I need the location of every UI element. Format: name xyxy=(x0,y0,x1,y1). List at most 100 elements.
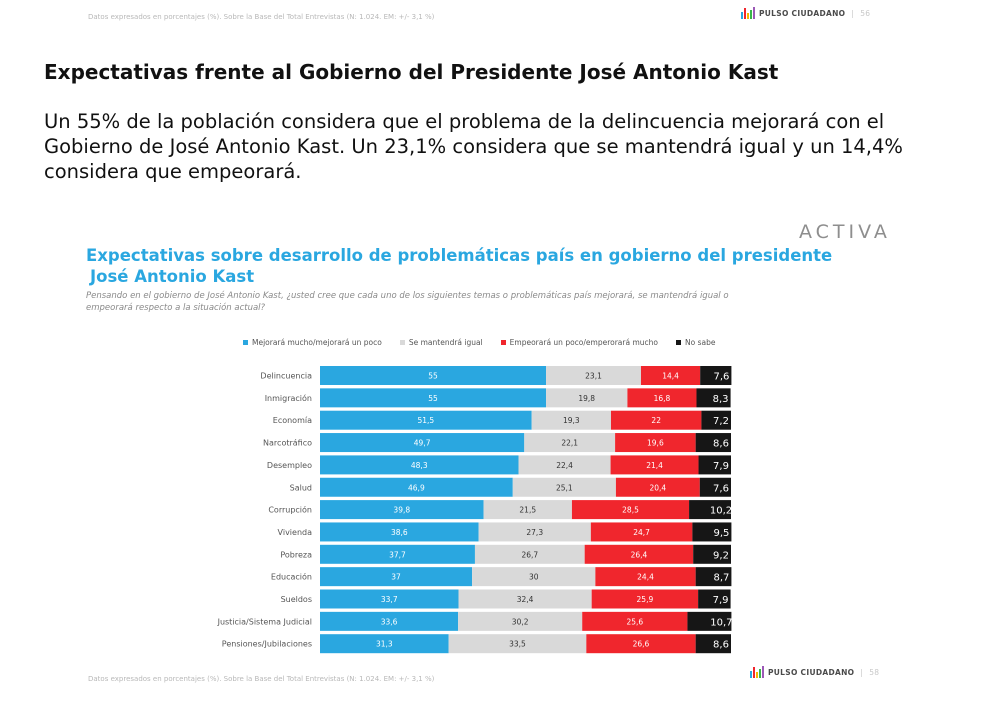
category-label: Economía xyxy=(273,416,312,425)
data-label-no-sabe: 8,6 xyxy=(713,640,729,651)
bar-segment-mejorara xyxy=(320,388,547,408)
category-label: Educación xyxy=(271,572,312,582)
bar-segment-no-sabe xyxy=(698,455,731,475)
data-label-mejorara: 37,7 xyxy=(389,550,406,559)
data-label-mejorara: 49,7 xyxy=(414,439,431,448)
data-label-igual: 27,3 xyxy=(526,528,543,537)
header-brand: PULSO CIUDADANO | 56 xyxy=(741,7,870,19)
data-label-empeorara: 21,4 xyxy=(646,461,663,470)
chart-title-bold-line2: José Antonio Kast xyxy=(90,267,255,286)
data-label-mejorara: 39,8 xyxy=(393,506,410,515)
bar-segment-igual xyxy=(531,410,611,430)
bar-segment-mejorara xyxy=(320,477,513,497)
chart-title: Expectativas sobre desarrollo de problem… xyxy=(86,245,832,287)
legend-swatch xyxy=(675,340,681,345)
category-label: Narcotráfico xyxy=(263,439,312,448)
category-label: Corrupción xyxy=(268,505,312,515)
data-label-mejorara: 46,9 xyxy=(408,483,425,492)
data-label-mejorara: 55 xyxy=(428,372,438,381)
bar-segment-empeorara xyxy=(591,589,699,609)
data-label-empeorara: 26,4 xyxy=(631,550,648,559)
lead-paragraph: Un 55% de la población considera que el … xyxy=(44,110,903,183)
bar-segment-mejorara xyxy=(320,410,532,430)
bar-segment-empeorara xyxy=(615,477,700,497)
bar-segment-no-sabe xyxy=(689,500,731,520)
data-label-igual: 19,8 xyxy=(578,394,595,403)
data-label-no-sabe: 8,7 xyxy=(713,573,729,584)
pulso-logo-icon xyxy=(741,7,755,19)
data-label-mejorara: 55 xyxy=(428,394,438,403)
bar-segment-no-sabe xyxy=(693,544,731,564)
data-label-no-sabe: 7,2 xyxy=(713,416,729,427)
data-label-empeorara: 28,5 xyxy=(622,506,639,515)
data-label-igual: 32,4 xyxy=(517,595,534,604)
category-label: Desempleo xyxy=(267,461,312,470)
footer-note: Datos expresados en porcentajes (%). Sob… xyxy=(88,675,435,683)
legend-label: No sabe xyxy=(684,338,716,347)
bar-segment-mejorara xyxy=(320,544,475,564)
data-label-no-sabe: 7,6 xyxy=(713,483,729,494)
footer-page-number: 58 xyxy=(869,667,880,677)
footer-separator: | xyxy=(860,667,864,677)
bar-segment-igual xyxy=(474,544,585,564)
bar-segment-mejorara xyxy=(320,366,547,385)
legend-swatch xyxy=(243,340,248,345)
data-label-igual: 25,1 xyxy=(556,483,573,492)
data-label-no-sabe: 7,9 xyxy=(713,461,729,472)
data-label-no-sabe: 9,2 xyxy=(713,550,729,561)
bar-segment-empeorara xyxy=(615,433,696,453)
legend-item-mejorara: Mejorará mucho/mejorará un poco xyxy=(243,338,382,347)
bar-segment-igual xyxy=(472,567,596,587)
data-label-igual: 26,7 xyxy=(521,550,538,559)
bar-segment-igual xyxy=(524,433,616,453)
bar-segment-igual xyxy=(458,611,583,631)
legend-item-no-sabe: No sabe xyxy=(675,338,716,347)
legend-label: Empeorará un poco/emperorará mucho xyxy=(509,338,658,347)
bar-segment-empeorara xyxy=(590,522,693,542)
bar-segment-no-sabe xyxy=(699,477,731,497)
data-label-no-sabe: 7,6 xyxy=(713,372,729,383)
header-separator: | xyxy=(851,8,855,18)
data-label-igual: 33,5 xyxy=(509,640,526,649)
header-brand-name: PULSO CIUDADANO xyxy=(759,8,846,18)
data-label-mejorara: 33,6 xyxy=(381,617,398,626)
data-label-no-sabe: 10,2 xyxy=(710,506,732,517)
bar-segment-no-sabe xyxy=(696,388,731,408)
bar-segment-igual xyxy=(512,477,616,497)
data-label-no-sabe: 7,9 xyxy=(713,595,729,606)
bar-segment-igual xyxy=(483,500,572,520)
data-label-empeorara: 14,4 xyxy=(662,372,679,381)
data-label-mejorara: 31,3 xyxy=(376,640,393,649)
bar-segment-empeorara xyxy=(640,366,701,385)
page-title: Expectativas frente al Gobierno del Pres… xyxy=(44,60,779,84)
header-page-number: 56 xyxy=(860,8,871,18)
data-label-igual: 22,4 xyxy=(556,461,573,470)
bar-segment-empeorara xyxy=(584,544,694,564)
bar-segment-mejorara xyxy=(320,522,479,542)
bar-segment-mejorara xyxy=(320,500,484,520)
pulso-logo-icon xyxy=(750,666,764,678)
bar-segment-empeorara xyxy=(610,455,699,475)
data-label-mejorara: 33,7 xyxy=(381,595,398,604)
legend-swatch xyxy=(500,340,506,345)
bar-segment-no-sabe xyxy=(695,634,731,654)
data-label-no-sabe: 8,6 xyxy=(713,439,729,450)
data-label-igual: 22,1 xyxy=(561,439,578,448)
bar-segment-empeorara xyxy=(571,500,690,520)
footer-brand: PULSO CIUDADANO | 58 xyxy=(750,666,879,678)
category-label: Salud xyxy=(290,483,312,492)
legend-label: Mejorará mucho/mejorará un poco xyxy=(252,338,382,347)
data-label-no-sabe: 8,3 xyxy=(713,394,729,405)
category-label: Vivienda xyxy=(278,528,313,537)
data-label-no-sabe: 9,5 xyxy=(713,528,729,539)
data-label-mejorara: 37 xyxy=(391,573,401,582)
bar-segment-mejorara xyxy=(320,455,519,475)
data-label-mejorara: 38,6 xyxy=(391,528,408,537)
chart-subtitle: Pensando en el gobierno de José Antonio … xyxy=(86,291,729,313)
footer-brand-name: PULSO CIUDADANO xyxy=(768,667,855,677)
category-label: Pensiones/Jubilaciones xyxy=(222,640,312,649)
bar-segment-mejorara xyxy=(320,634,449,654)
legend-item-igual: Se mantendrá igual xyxy=(399,338,483,347)
bar-segment-empeorara xyxy=(627,388,697,408)
data-label-igual: 21,5 xyxy=(519,506,536,515)
